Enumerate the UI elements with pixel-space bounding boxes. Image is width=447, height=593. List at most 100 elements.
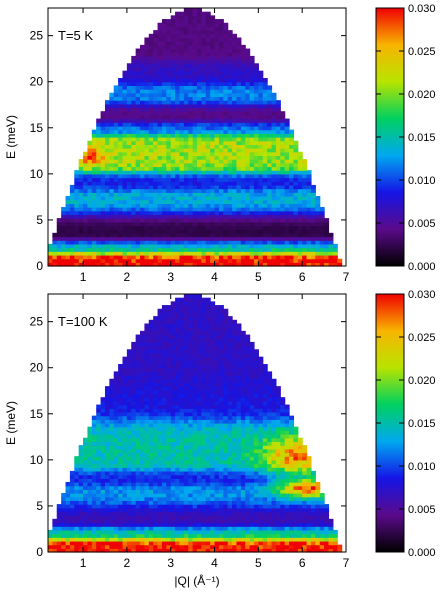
heatmap-cell bbox=[245, 500, 251, 505]
heatmap-cell bbox=[126, 162, 132, 168]
heatmap-cell bbox=[179, 125, 185, 131]
heatmap-cell bbox=[267, 181, 273, 186]
heatmap-cell bbox=[118, 166, 124, 171]
y-tick-label: 20 bbox=[30, 75, 44, 89]
heatmap-cell bbox=[175, 19, 181, 24]
heatmap-cell bbox=[131, 526, 137, 531]
heatmap-cell bbox=[223, 493, 229, 498]
heatmap-cell bbox=[332, 548, 338, 553]
heatmap-cell bbox=[245, 148, 251, 153]
heatmap-cell bbox=[161, 55, 167, 61]
heatmap-cell bbox=[104, 511, 110, 516]
heatmap-cell bbox=[166, 118, 172, 123]
heatmap-cell bbox=[271, 100, 277, 105]
heatmap-cell bbox=[144, 437, 150, 443]
heatmap-cell bbox=[310, 537, 316, 542]
heatmap-cell bbox=[218, 207, 224, 212]
heatmap-cell bbox=[258, 74, 264, 79]
heatmap-cell bbox=[245, 181, 251, 186]
heatmap-cell bbox=[157, 133, 163, 138]
heatmap-cell bbox=[157, 195, 163, 201]
heatmap-cell bbox=[236, 251, 242, 256]
heatmap-cell bbox=[192, 8, 198, 13]
heatmap-cell bbox=[100, 474, 106, 479]
heatmap-cell bbox=[131, 122, 137, 127]
heatmap-cell bbox=[161, 137, 167, 142]
heatmap-cell bbox=[118, 210, 124, 215]
heatmap-cell bbox=[218, 59, 224, 64]
heatmap-cell bbox=[83, 452, 89, 457]
heatmap-cell bbox=[96, 207, 102, 212]
heatmap-cell bbox=[140, 214, 146, 219]
heatmap-cell bbox=[271, 129, 277, 134]
heatmap-cell bbox=[284, 177, 290, 182]
heatmap-cell bbox=[201, 463, 207, 468]
heatmap-cell bbox=[157, 511, 163, 516]
heatmap-cell bbox=[96, 459, 102, 465]
heatmap-cell bbox=[214, 456, 220, 461]
heatmap-cell bbox=[91, 243, 97, 249]
heatmap-cell bbox=[210, 544, 216, 549]
heatmap-cell bbox=[161, 240, 167, 245]
heatmap-cell bbox=[201, 89, 207, 94]
heatmap-cell bbox=[192, 522, 198, 527]
heatmap-cell bbox=[267, 463, 273, 468]
heatmap-cell bbox=[104, 485, 110, 490]
heatmap-cell bbox=[96, 133, 102, 138]
heatmap-cell bbox=[306, 184, 312, 190]
heatmap-cell bbox=[267, 192, 273, 197]
heatmap-cell bbox=[183, 489, 189, 494]
heatmap-cell bbox=[122, 518, 128, 524]
heatmap-cell bbox=[280, 118, 286, 123]
heatmap-cell bbox=[236, 225, 242, 230]
heatmap-cell bbox=[78, 162, 84, 168]
heatmap-cell bbox=[267, 474, 273, 479]
heatmap-cell bbox=[56, 240, 62, 245]
heatmap-cell bbox=[197, 89, 202, 94]
heatmap-cell bbox=[236, 441, 242, 446]
heatmap-cell bbox=[188, 262, 194, 267]
heatmap-cell bbox=[284, 148, 290, 153]
heatmap-cell bbox=[122, 118, 128, 123]
heatmap-cell bbox=[210, 81, 216, 86]
heatmap-cell bbox=[293, 166, 299, 171]
heatmap-cell bbox=[258, 184, 264, 190]
heatmap-cell bbox=[183, 166, 189, 171]
heatmap-cell bbox=[135, 214, 141, 219]
heatmap-cell bbox=[118, 459, 124, 465]
heatmap-cell bbox=[153, 474, 159, 479]
heatmap-cell bbox=[236, 81, 242, 86]
heatmap-cell bbox=[179, 15, 185, 20]
heatmap-cell bbox=[113, 463, 119, 468]
heatmap-cell bbox=[267, 481, 273, 487]
heatmap-cell bbox=[183, 529, 189, 535]
heatmap-cell bbox=[192, 203, 198, 208]
heatmap-cell bbox=[161, 129, 167, 134]
heatmap-cell bbox=[218, 107, 224, 112]
heatmap-cell bbox=[118, 537, 124, 542]
heatmap-cell bbox=[118, 133, 124, 138]
heatmap-cell bbox=[249, 229, 255, 234]
heatmap-cell bbox=[148, 107, 154, 112]
heatmap-cell bbox=[218, 254, 224, 260]
heatmap-cell bbox=[48, 537, 53, 542]
heatmap-cell bbox=[109, 103, 115, 109]
heatmap-cell bbox=[205, 22, 211, 28]
heatmap-cell bbox=[227, 103, 233, 109]
heatmap-cell bbox=[197, 81, 202, 86]
heatmap-cell bbox=[188, 456, 194, 461]
heatmap-cell bbox=[293, 507, 299, 513]
heatmap-cell bbox=[113, 125, 119, 131]
heatmap-cell bbox=[232, 203, 238, 208]
heatmap-cell bbox=[289, 133, 295, 138]
heatmap-cell bbox=[310, 262, 316, 267]
heatmap-cell bbox=[188, 515, 194, 520]
heatmap-cell bbox=[140, 137, 146, 142]
heatmap-cell bbox=[157, 188, 163, 193]
heatmap-cell bbox=[175, 11, 181, 16]
heatmap-cell bbox=[201, 526, 207, 531]
heatmap-cell bbox=[201, 55, 207, 61]
heatmap-cell bbox=[183, 89, 189, 94]
heatmap-cell bbox=[131, 85, 137, 90]
heatmap-cell bbox=[148, 437, 154, 443]
